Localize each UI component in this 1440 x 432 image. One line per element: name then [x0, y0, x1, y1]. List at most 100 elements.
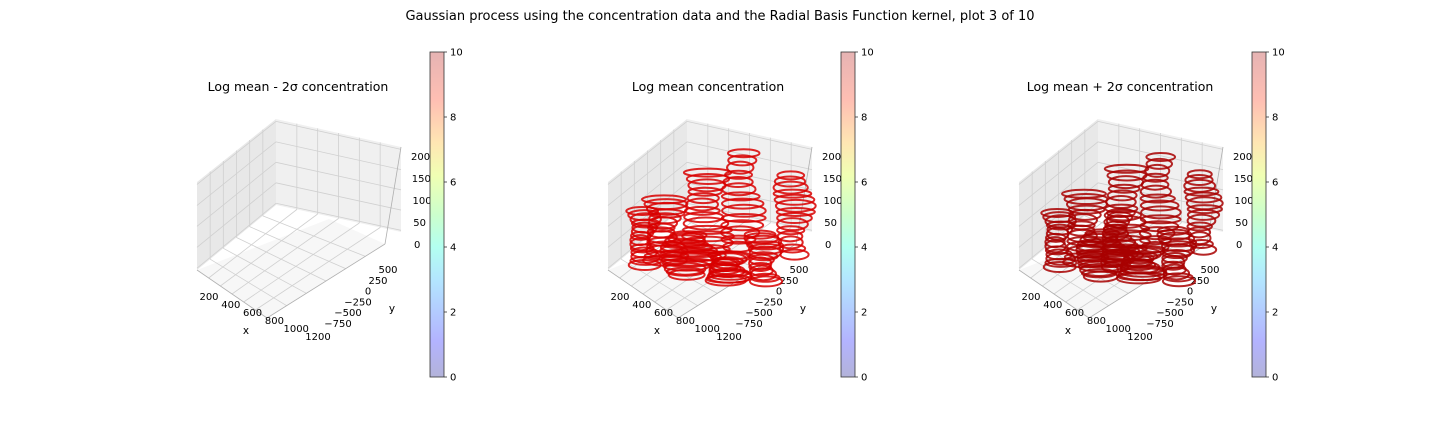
data-ring: [779, 248, 810, 261]
data-ring: [1140, 178, 1170, 191]
x-axis-label: x: [1065, 325, 1071, 337]
floor-pane: [197, 219, 385, 318]
x-tick-label: 600: [1065, 308, 1084, 319]
x-tick-label: 1000: [283, 324, 308, 335]
colorbar: [840, 51, 856, 378]
colorbar-tick-label: 6: [1272, 178, 1278, 189]
data-ring: [1106, 208, 1136, 218]
data-ring: [1142, 172, 1169, 183]
data-ring: [773, 193, 816, 206]
colorbar-tick-label: 8: [450, 113, 456, 124]
y-tick-label: −500: [334, 308, 361, 319]
data-ring: [1161, 251, 1188, 264]
data-ring: [720, 234, 757, 245]
data-ring: [1160, 240, 1198, 253]
y-tick-label: −500: [1156, 308, 1183, 319]
x-tick-label: 200: [610, 292, 629, 303]
colorbar-tick-label: 8: [1272, 113, 1278, 124]
subplot-3: 20040060080010001200x5002500−250−500−750…: [1018, 48, 1285, 384]
x-tick-label: 400: [221, 300, 240, 311]
y-tick-label: −750: [735, 319, 762, 330]
colorbar-tick-label: 10: [861, 48, 874, 59]
x-tick-label: 800: [676, 316, 695, 327]
y-tick-label: −250: [344, 297, 371, 308]
data-ring: [1184, 174, 1214, 187]
data-ring: [720, 191, 761, 202]
data-ring: [772, 180, 809, 195]
z-tick-label: 150: [1234, 174, 1253, 185]
x-tick-label: 1000: [1105, 324, 1130, 335]
x-axis-line: [196, 269, 268, 319]
colorbar-tick-label: 6: [450, 178, 456, 189]
figure-title: Gaussian process using the concentration…: [405, 9, 1034, 24]
y-tick-label: 0: [1187, 287, 1193, 298]
data-ring: [773, 175, 807, 188]
y-tick-label: −250: [1166, 297, 1193, 308]
x-tick-label: 800: [1087, 316, 1106, 327]
data-ring: [1042, 261, 1077, 273]
data-ring: [776, 170, 806, 181]
data-ring: [685, 197, 719, 212]
data-ring: [630, 230, 652, 241]
data-ring: [1189, 238, 1214, 249]
data-ring: [1107, 183, 1141, 194]
data-ring: [747, 243, 785, 255]
data-ring: [625, 206, 660, 216]
data-ring: [667, 268, 706, 281]
data-ring: [776, 217, 809, 232]
subplot-title: Log mean concentration: [632, 79, 784, 94]
floor-xgrid: [231, 218, 339, 295]
colorbar-tick-label: 2: [861, 308, 867, 319]
z-tick-label: 50: [824, 218, 837, 229]
data-ring: [1040, 208, 1075, 218]
x-tick-label: 1200: [305, 332, 330, 343]
x-tick-label: 800: [265, 316, 284, 327]
data-ring: [629, 255, 663, 266]
data-ring: [1079, 262, 1120, 277]
data-ring: [1140, 205, 1182, 220]
data-ring: [1100, 257, 1132, 268]
data-ring: [1156, 225, 1190, 236]
back-wall-zgrid: [275, 120, 402, 150]
y-tick-label: 250: [1190, 276, 1209, 287]
colorbar: [1251, 51, 1267, 378]
data-ring: [722, 176, 754, 188]
colorbar: [429, 51, 445, 378]
colorbar-tick-label: 4: [450, 243, 456, 254]
floor-xgrid: [255, 227, 381, 311]
subplot-title: Log mean + 2σ concentration: [1027, 79, 1214, 94]
data-ring: [1145, 152, 1177, 162]
x-tick-label: 200: [1021, 292, 1040, 303]
data-ring: [665, 266, 705, 277]
data-ring: [776, 212, 813, 225]
data-ring: [1186, 169, 1213, 180]
z-tick-label: 200: [411, 152, 430, 163]
data-ring: [1100, 251, 1136, 266]
z-tick-label: 200: [822, 152, 841, 163]
colorbar-tick-label: 2: [1272, 308, 1278, 319]
subplots: 20040060080010001200x5002500−250−500−750…: [196, 48, 1285, 384]
data-ring: [1103, 209, 1143, 222]
data-ring: [627, 259, 662, 271]
floor-ygrid: [249, 226, 346, 270]
data-ring: [1101, 245, 1140, 256]
x-tick-label: 1200: [716, 332, 741, 343]
back-wall-zgrid: [275, 141, 402, 170]
floor-xgrid: [208, 209, 298, 279]
floor-ygrid: [262, 215, 366, 257]
y-axis-line: [266, 243, 386, 319]
data-ring: [1161, 275, 1197, 288]
y-tick-label: 250: [368, 276, 387, 287]
x-tick-label: 600: [654, 308, 673, 319]
subplot-2: 20040060080010001200x5002500−250−500−750…: [607, 48, 874, 384]
data-ring: [1139, 214, 1182, 225]
data-ring: [726, 148, 761, 159]
y-tick-label: 500: [789, 265, 808, 276]
data-ring: [721, 197, 765, 210]
colorbar-tick-label: 0: [450, 373, 456, 384]
y-tick-label: 500: [1200, 265, 1219, 276]
data-ring: [1104, 220, 1128, 231]
data-ring: [1046, 220, 1076, 231]
x-axis-label: x: [243, 325, 249, 337]
